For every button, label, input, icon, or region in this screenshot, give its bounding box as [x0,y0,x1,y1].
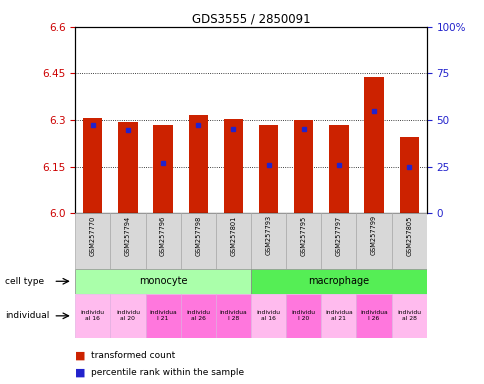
Bar [75,213,110,269]
Bar [110,294,145,338]
Bar [258,125,278,213]
Text: macrophage: macrophage [308,276,369,286]
Text: individu
l 20: individu l 20 [291,310,315,321]
Bar [399,137,418,213]
Bar [391,294,426,338]
Text: cell type: cell type [5,277,44,286]
Bar [153,125,172,213]
Text: individua
al 21: individua al 21 [324,310,352,321]
Bar [329,125,348,213]
Bar [320,213,356,269]
Text: individua
l 26: individua l 26 [360,310,387,321]
Bar [391,213,426,269]
Text: ■: ■ [75,350,86,360]
Bar [363,78,383,213]
Bar [251,213,286,269]
Bar [251,269,426,294]
Text: individua
l 21: individua l 21 [149,310,177,321]
Text: GSM257793: GSM257793 [265,215,271,255]
Text: individu
al 20: individu al 20 [116,310,139,321]
Text: individual: individual [5,311,49,320]
Text: GSM257805: GSM257805 [406,215,411,256]
Text: GSM257797: GSM257797 [335,215,341,256]
Bar [251,294,286,338]
Text: GSM257799: GSM257799 [370,215,376,255]
Text: GSM257795: GSM257795 [300,215,306,256]
Text: GSM257798: GSM257798 [195,215,201,256]
Bar [118,122,137,213]
Text: GSM257796: GSM257796 [160,215,166,256]
Bar [223,119,242,213]
Text: individu
al 26: individu al 26 [186,310,210,321]
Text: percentile rank within the sample: percentile rank within the sample [91,368,244,377]
Bar [215,294,251,338]
Bar [188,115,208,213]
Title: GDS3555 / 2850091: GDS3555 / 2850091 [191,13,310,26]
Bar [75,294,110,338]
Bar [75,269,251,294]
Bar [215,213,251,269]
Bar [356,213,391,269]
Text: GSM257770: GSM257770 [90,215,95,256]
Text: transformed count: transformed count [91,351,175,360]
Bar [180,294,215,338]
Bar [83,118,102,213]
Text: ■: ■ [75,367,86,377]
Text: GSM257801: GSM257801 [230,215,236,256]
Bar [110,213,145,269]
Bar [180,213,215,269]
Bar [320,294,356,338]
Bar [145,213,180,269]
Text: GSM257794: GSM257794 [125,215,131,256]
Bar [145,294,180,338]
Text: individu
al 28: individu al 28 [396,310,420,321]
Bar [356,294,391,338]
Text: individu
al 16: individu al 16 [81,310,105,321]
Bar [293,120,313,213]
Bar [286,213,320,269]
Text: individu
al 16: individu al 16 [256,310,280,321]
Text: individua
l 28: individua l 28 [219,310,247,321]
Bar [286,294,320,338]
Text: monocyte: monocyte [138,276,187,286]
